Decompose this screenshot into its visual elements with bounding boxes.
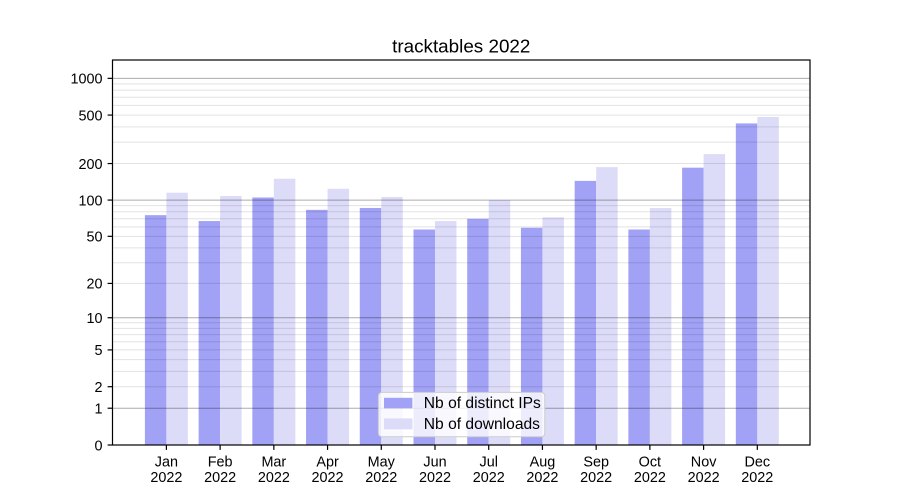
svg-text:tracktables 2022: tracktables 2022 xyxy=(392,35,530,56)
svg-text:2022: 2022 xyxy=(580,470,612,486)
svg-text:50: 50 xyxy=(86,230,102,246)
svg-text:500: 500 xyxy=(78,108,102,124)
svg-text:2022: 2022 xyxy=(365,470,397,486)
svg-text:Jul: Jul xyxy=(480,455,498,471)
svg-text:1000: 1000 xyxy=(70,72,102,88)
svg-text:2022: 2022 xyxy=(150,470,182,486)
svg-text:2: 2 xyxy=(94,380,102,396)
svg-text:20: 20 xyxy=(86,277,102,293)
svg-text:Apr: Apr xyxy=(316,455,339,471)
svg-text:Nb of distinct IPs: Nb of distinct IPs xyxy=(424,395,541,412)
svg-text:Sep: Sep xyxy=(583,455,609,471)
svg-text:2022: 2022 xyxy=(526,470,558,486)
svg-text:2022: 2022 xyxy=(741,470,773,486)
svg-text:May: May xyxy=(368,455,396,471)
svg-text:Feb: Feb xyxy=(208,455,233,471)
svg-text:Mar: Mar xyxy=(261,455,286,471)
svg-text:0: 0 xyxy=(94,438,102,454)
svg-text:Nov: Nov xyxy=(691,455,717,471)
svg-text:2022: 2022 xyxy=(634,470,666,486)
svg-text:Aug: Aug xyxy=(530,455,556,471)
svg-text:10: 10 xyxy=(86,311,102,327)
svg-text:5: 5 xyxy=(94,343,102,359)
svg-text:2022: 2022 xyxy=(312,470,344,486)
svg-text:Nb of downloads: Nb of downloads xyxy=(424,416,540,433)
svg-text:100: 100 xyxy=(78,193,102,209)
svg-text:2022: 2022 xyxy=(473,470,505,486)
svg-text:Jun: Jun xyxy=(423,455,446,471)
svg-text:200: 200 xyxy=(78,157,102,173)
svg-text:2022: 2022 xyxy=(419,470,451,486)
svg-text:2022: 2022 xyxy=(204,470,236,486)
svg-text:Dec: Dec xyxy=(745,455,771,471)
svg-text:2022: 2022 xyxy=(258,470,290,486)
svg-text:2022: 2022 xyxy=(688,470,720,486)
svg-text:Jan: Jan xyxy=(155,455,178,471)
svg-text:Oct: Oct xyxy=(639,455,661,471)
svg-text:1: 1 xyxy=(94,402,102,418)
